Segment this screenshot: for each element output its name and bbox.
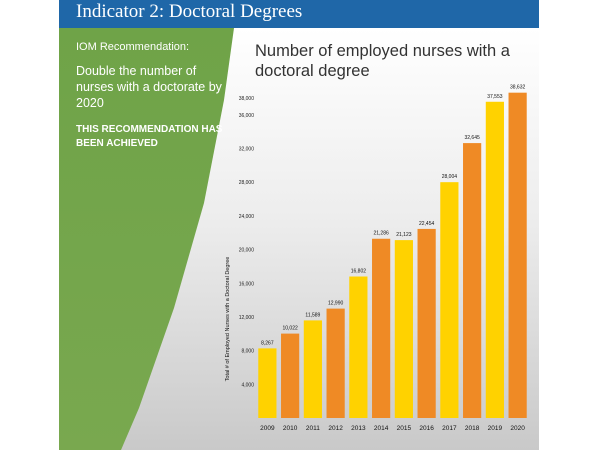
bar	[349, 276, 368, 418]
data-label: 12,990	[328, 301, 344, 307]
page-title: Indicator 2: Doctoral Degrees	[76, 1, 303, 22]
header-banner: Indicator 2: Doctoral Degrees	[59, 0, 539, 28]
data-label: 8,267	[261, 340, 274, 346]
bar	[440, 182, 459, 418]
x-tick-label: 2018	[465, 425, 480, 432]
x-tick-label: 2016	[419, 425, 434, 432]
x-tick-label: 2019	[488, 425, 503, 432]
y-tick-label: 24,000	[239, 214, 255, 220]
report-page: Indicator 2: Doctoral Degrees IOM Recomm…	[59, 0, 539, 450]
data-label: 21,286	[373, 231, 389, 237]
x-tick-label: 2011	[306, 425, 320, 432]
bar	[463, 143, 482, 419]
bar	[281, 333, 300, 418]
chart-title: Number of employed nurses with a doctora…	[255, 42, 510, 80]
bar	[372, 238, 391, 418]
achievement-status: THIS RECOMMENDATION HAS BEEN ACHIEVED	[76, 124, 223, 149]
data-label: 16,802	[351, 269, 367, 275]
y-tick-label: 20,000	[239, 248, 255, 254]
bar	[258, 348, 277, 418]
bar	[485, 101, 504, 418]
y-tick-label: 8,000	[241, 349, 254, 355]
y-tick-label: 16,000	[239, 281, 255, 287]
data-label: 21,123	[396, 232, 412, 238]
recommendation-text: Double the number of nurses with a docto…	[76, 64, 222, 110]
y-tick-label: 12,000	[239, 315, 255, 321]
x-tick-label: 2015	[397, 425, 412, 432]
bar	[394, 240, 413, 418]
bar-chart: 4,000 8,000 12,000 16,000 20,000 24,000 28,000…	[225, 85, 527, 432]
x-tick-label: 2020	[510, 425, 525, 432]
bar	[508, 92, 527, 419]
x-tick-label: 2010	[283, 425, 298, 432]
y-tick-label: 38,000	[239, 96, 255, 102]
data-label: 32,645	[464, 135, 480, 141]
x-tick-label: 2013	[351, 425, 366, 432]
x-tick-label: 2009	[260, 425, 275, 432]
data-label: 10,022	[282, 326, 298, 332]
x-tick-label: 2017	[442, 425, 457, 432]
recommendation-label: IOM Recommendation:	[76, 41, 190, 53]
x-tick-label: 2012	[328, 425, 343, 432]
bar	[326, 308, 345, 418]
data-label: 38,632	[510, 85, 526, 91]
data-label: 37,553	[487, 94, 503, 100]
bar	[303, 320, 322, 418]
y-tick-label: 36,000	[239, 113, 255, 119]
data-label: 22,454	[419, 221, 435, 227]
y-tick-label: 4,000	[241, 382, 254, 388]
y-tick-label: 28,000	[239, 180, 255, 186]
data-label: 28,004	[442, 174, 458, 180]
y-axis-label: Total # of Employed Nurses with a Doctor…	[225, 257, 231, 382]
data-label: 11,589	[305, 312, 320, 318]
x-tick-label: 2014	[374, 425, 389, 432]
bar	[417, 228, 436, 418]
y-tick-label: 32,000	[239, 147, 255, 153]
